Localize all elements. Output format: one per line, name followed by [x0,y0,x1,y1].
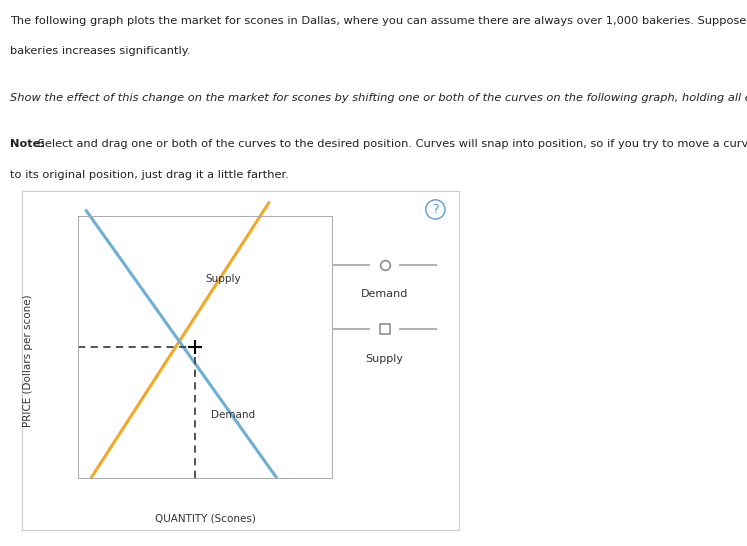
Text: to its original position, just drag it a little farther.: to its original position, just drag it a… [10,170,288,180]
Text: ?: ? [432,203,438,216]
Text: bakeries increases significantly.: bakeries increases significantly. [10,46,190,56]
Text: Demand: Demand [211,410,255,420]
Text: Supply: Supply [205,274,241,284]
Text: QUANTITY (Scones): QUANTITY (Scones) [155,513,256,523]
Text: Demand: Demand [361,289,409,299]
Text: Supply: Supply [366,354,403,364]
Text: The following graph plots the market for scones in Dallas, where you can assume : The following graph plots the market for… [10,16,747,26]
Text: PRICE (Dollars per scone): PRICE (Dollars per scone) [23,294,34,426]
Text: Select and drag one or both of the curves to the desired position. Curves will s: Select and drag one or both of the curve… [34,139,747,149]
Text: Note:: Note: [10,139,45,149]
Text: Show the effect of this change on the market for scones by shifting one or both : Show the effect of this change on the ma… [10,93,747,103]
